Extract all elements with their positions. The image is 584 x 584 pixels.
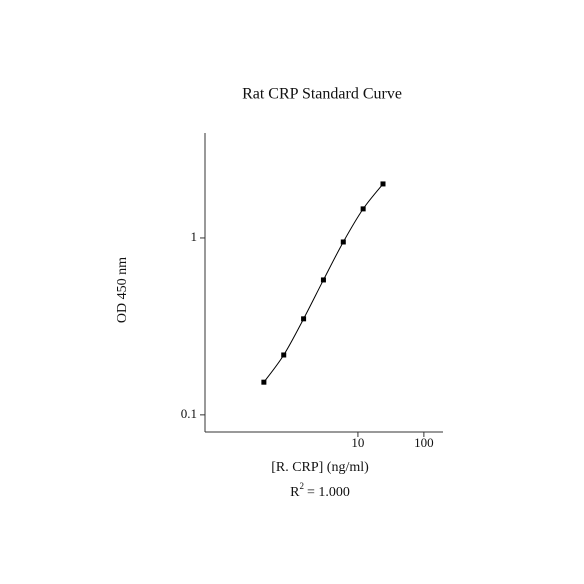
r-rest: = 1.000 bbox=[307, 485, 350, 500]
r-base: R bbox=[290, 485, 300, 500]
r-sup: 2 bbox=[299, 481, 304, 491]
y-axis-label: OD 450 nm bbox=[115, 257, 130, 323]
data-point bbox=[340, 239, 346, 245]
data-point bbox=[380, 181, 386, 187]
x-axis-label: [R. CRP] (ng/ml) bbox=[271, 460, 369, 475]
fit-curve bbox=[263, 183, 384, 383]
x-tick-label: 100 bbox=[414, 435, 434, 450]
data-point bbox=[360, 206, 366, 212]
chart-title: Rat CRP Standard Curve bbox=[242, 86, 402, 103]
data-point bbox=[261, 379, 267, 385]
y-tick-label: 1 bbox=[191, 229, 198, 244]
data-point bbox=[320, 277, 326, 283]
data-point bbox=[301, 316, 307, 322]
r-squared: R2 = 1.000 bbox=[290, 481, 350, 500]
data-point bbox=[281, 352, 287, 358]
y-tick-label: 0.1 bbox=[181, 406, 197, 421]
x-tick-label: 10 bbox=[351, 435, 364, 450]
